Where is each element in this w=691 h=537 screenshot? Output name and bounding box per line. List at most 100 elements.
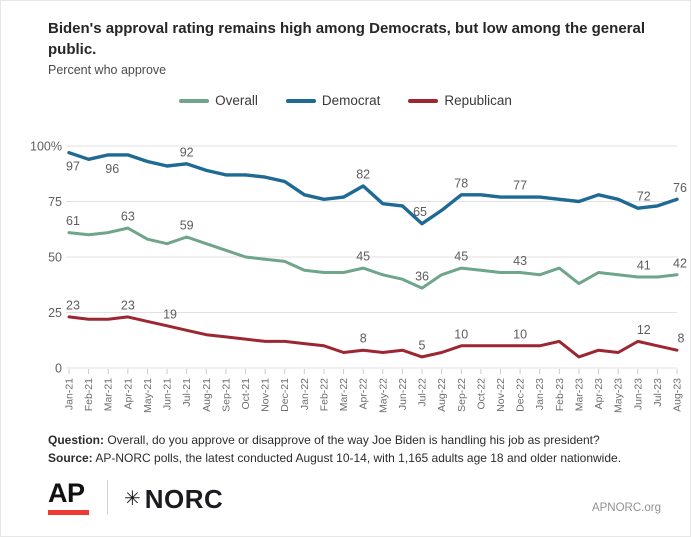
x-axis-label-Mar-23: Mar-23 — [573, 378, 585, 411]
overall-label-Jun-23: 41 — [637, 258, 651, 272]
source-label: Source: — [48, 451, 93, 465]
apnorc-site-link[interactable]: APNORC.org — [591, 502, 661, 514]
x-axis-label-Nov-21: Nov-21 — [260, 378, 272, 412]
svg-text:Apr-22: Apr-22 — [358, 378, 370, 410]
y-axis-tick-75: 75 — [48, 195, 62, 209]
svg-text:Oct-22: Oct-22 — [475, 378, 487, 410]
svg-text:Jan-23: Jan-23 — [534, 378, 546, 410]
x-axis-label-Jun-22: Jun-22 — [397, 378, 409, 410]
norc-logo-text: NORC — [144, 483, 224, 514]
svg-text:May-21: May-21 — [142, 378, 154, 413]
x-axis-label-Sep-22: Sep-22 — [456, 378, 468, 412]
x-axis-label-Jul-23: Jul-23 — [652, 378, 664, 407]
x-axis-label-May-23: May-23 — [613, 378, 625, 413]
svg-text:Mar-22: Mar-22 — [338, 378, 350, 411]
x-axis-label-May-22: May-22 — [377, 378, 389, 413]
x-axis-label-Jul-22: Jul-22 — [417, 378, 429, 407]
democrat-label-Apr-22: 82 — [356, 167, 370, 181]
y-axis-tick-100: 100% — [30, 140, 62, 154]
x-axis-label-Mar-21: Mar-21 — [103, 378, 115, 411]
x-axis-label-Dec-22: Dec-22 — [515, 378, 527, 412]
svg-text:Jul-23: Jul-23 — [652, 378, 664, 407]
democrat-label-Jan-21: 97 — [66, 160, 80, 174]
y-axis-tick-0: 0 — [55, 362, 62, 376]
x-axis-label-Aug-21: Aug-21 — [201, 378, 213, 412]
x-axis-label-Mar-22: Mar-22 — [338, 378, 350, 411]
svg-text:Apr-23: Apr-23 — [593, 378, 605, 410]
chart-legend: Overall Democrat Republican — [1, 93, 690, 108]
x-axis-label-Nov-22: Nov-22 — [495, 378, 507, 412]
democrat-label-Mar-21: 96 — [105, 162, 119, 176]
x-axis-label-Oct-21: Oct-21 — [240, 378, 252, 410]
x-axis-label-Apr-21: Apr-21 — [122, 378, 134, 410]
svg-text:Aug-22: Aug-22 — [436, 378, 448, 412]
svg-text:Nov-22: Nov-22 — [495, 378, 507, 412]
ap-logo-text: AP — [48, 478, 85, 508]
x-axis-label-Feb-22: Feb-22 — [318, 378, 330, 411]
svg-text:Feb-23: Feb-23 — [554, 378, 566, 411]
republican-line-swatch — [408, 98, 439, 103]
x-axis-label-May-21: May-21 — [142, 378, 154, 413]
svg-text:Jun-22: Jun-22 — [397, 378, 409, 410]
svg-text:Nov-21: Nov-21 — [260, 378, 272, 412]
democrat-label-Dec-22: 77 — [513, 179, 527, 193]
republican-label-Jan-21: 23 — [66, 298, 80, 312]
x-axis-label-Sep-21: Sep-21 — [220, 378, 232, 412]
svg-text:Oct-21: Oct-21 — [240, 378, 252, 410]
republican-label-Apr-21: 23 — [121, 298, 135, 312]
svg-text:Jul-22: Jul-22 — [417, 378, 429, 407]
chart-subtitle: Percent who approve — [48, 63, 167, 77]
svg-text:Feb-22: Feb-22 — [318, 378, 330, 411]
legend-item-democrat: Democrat — [285, 93, 381, 108]
overall-label-Apr-22: 45 — [356, 250, 370, 264]
x-axis-label-Oct-22: Oct-22 — [475, 378, 487, 410]
overall-label-Jul-21: 59 — [180, 219, 194, 233]
ap-logo-red-bar — [48, 510, 89, 515]
republican-label-Apr-22: 8 — [360, 332, 367, 346]
svg-text:Jun-21: Jun-21 — [162, 378, 174, 410]
x-axis-label-Feb-23: Feb-23 — [554, 378, 566, 411]
democrat-line — [67, 150, 679, 226]
x-axis-label-Apr-23: Apr-23 — [593, 378, 605, 410]
overall-label-Dec-22: 43 — [513, 254, 527, 268]
democrat-line-swatch — [285, 98, 316, 103]
question-text: Question: Overall, do you approve or dis… — [48, 433, 663, 448]
legend-label-democrat: Democrat — [321, 93, 381, 108]
svg-text:Jan-22: Jan-22 — [299, 378, 311, 410]
x-axis-label-Jun-21: Jun-21 — [162, 378, 174, 410]
republican-label-Jun-21: 19 — [163, 307, 177, 321]
x-axis-label-Dec-21: Dec-21 — [279, 378, 291, 412]
republican-label-Jun-23: 12 — [637, 323, 651, 337]
x-axis-label-Jan-23: Jan-23 — [534, 378, 546, 410]
legend-label-republican: Republican — [444, 93, 512, 108]
x-axis-label-Apr-22: Apr-22 — [358, 378, 370, 410]
question-body: Overall, do you approve or disapprove of… — [104, 433, 600, 447]
norc-logo: ✳ NORC — [124, 480, 223, 515]
svg-text:Jan-21: Jan-21 — [64, 378, 76, 410]
x-axis-label-Aug-22: Aug-22 — [436, 378, 448, 412]
branding-row: AP ✳ NORC — [48, 480, 223, 515]
svg-text:May-23: May-23 — [613, 378, 625, 413]
svg-text:Dec-22: Dec-22 — [515, 378, 527, 412]
x-axis-label-Feb-21: Feb-21 — [83, 378, 95, 411]
source-body: AP-NORC polls, the latest conducted Augu… — [92, 451, 622, 465]
overall-label-Jan-21: 61 — [66, 214, 80, 228]
svg-text:Mar-21: Mar-21 — [103, 378, 115, 411]
democrat-label-Jul-21: 92 — [180, 145, 194, 159]
democrat-label-Jun-23: 72 — [637, 190, 651, 204]
overall-line — [67, 226, 679, 290]
ap-logo: AP — [48, 480, 89, 515]
svg-text:Sep-22: Sep-22 — [456, 378, 468, 412]
republican-label-Dec-22: 10 — [513, 327, 527, 341]
logo-divider — [107, 480, 108, 515]
chart-title: Biden's approval rating remains high amo… — [48, 20, 646, 58]
democrat-label-Aug-23: 76 — [673, 181, 687, 195]
y-axis-tick-50: 50 — [48, 251, 62, 265]
democrat-label-Sep-22: 78 — [454, 176, 468, 190]
republican-label-Jul-22: 5 — [419, 338, 426, 352]
x-axis-label-Jul-21: Jul-21 — [181, 378, 193, 407]
svg-text:Mar-23: Mar-23 — [573, 378, 585, 411]
svg-text:Jun-23: Jun-23 — [632, 378, 644, 410]
overall-label-Apr-21: 63 — [121, 210, 135, 224]
